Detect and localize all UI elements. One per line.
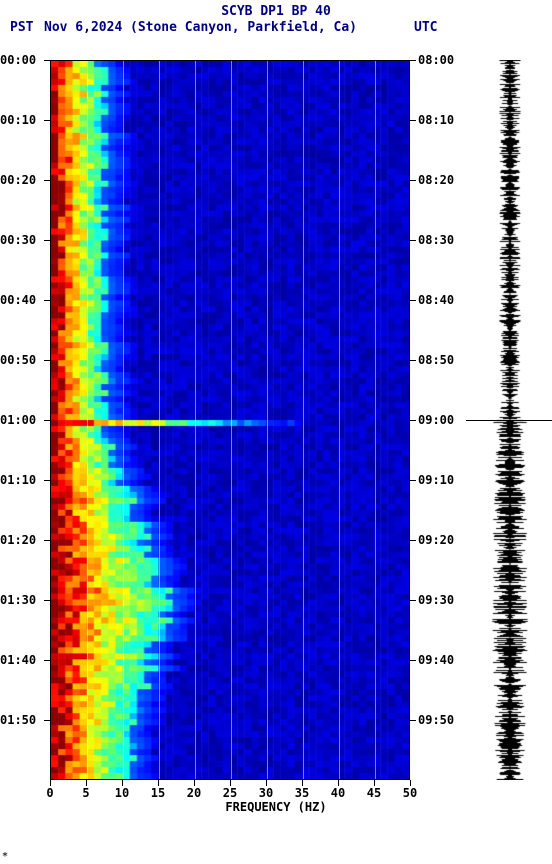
y-tick-mark [44, 120, 50, 121]
location-label: (Stone Canyon, Parkfield, Ca) [130, 20, 357, 35]
spectrogram-plot [50, 60, 410, 780]
x-tick-label: 5 [82, 786, 89, 800]
y-tick-mark [44, 60, 50, 61]
y-left-tick-label: 00:30 [0, 233, 36, 247]
x-axis-label: FREQUENCY (HZ) [0, 800, 552, 814]
y-tick-mark [44, 360, 50, 361]
y-right-tick-label: 08:30 [418, 233, 454, 247]
y-tick-mark [410, 180, 416, 181]
x-tick-label: 0 [46, 786, 53, 800]
waveform-event-marker [466, 420, 552, 421]
chart-title: SCYB DP1 BP 40 [0, 4, 552, 19]
y-left-tick-label: 00:40 [0, 293, 36, 307]
x-tick-label: 50 [403, 786, 417, 800]
y-tick-mark [44, 420, 50, 421]
y-left-tick-label: 00:20 [0, 173, 36, 187]
y-tick-mark [44, 540, 50, 541]
gridline [267, 61, 268, 779]
y-tick-mark [410, 600, 416, 601]
y-right-tick-label: 08:40 [418, 293, 454, 307]
y-tick-mark [410, 660, 416, 661]
y-left-tick-label: 01:50 [0, 713, 36, 727]
gridline [87, 61, 88, 779]
y-tick-mark [44, 300, 50, 301]
tz-right-label: UTC [414, 20, 437, 35]
x-tick-label: 45 [367, 786, 381, 800]
x-tick-label: 25 [223, 786, 237, 800]
y-tick-mark [44, 600, 50, 601]
x-tick-label: 35 [295, 786, 309, 800]
y-tick-mark [410, 240, 416, 241]
y-tick-mark [410, 720, 416, 721]
y-tick-mark [44, 240, 50, 241]
y-tick-mark [44, 480, 50, 481]
y-tick-mark [410, 60, 416, 61]
gridline [123, 61, 124, 779]
y-left-tick-label: 01:00 [0, 413, 36, 427]
y-tick-mark [44, 660, 50, 661]
y-right-tick-label: 08:10 [418, 113, 454, 127]
x-tick-label: 15 [151, 786, 165, 800]
footer-mark: * [2, 851, 8, 862]
y-tick-mark [410, 120, 416, 121]
gridline [339, 61, 340, 779]
y-right-tick-label: 09:50 [418, 713, 454, 727]
y-tick-mark [410, 300, 416, 301]
y-right-tick-label: 08:50 [418, 353, 454, 367]
y-tick-mark [410, 360, 416, 361]
x-tick-label: 10 [115, 786, 129, 800]
date-label: Nov 6,2024 [44, 20, 122, 35]
y-left-tick-label: 01:10 [0, 473, 36, 487]
spectrogram-canvas [51, 61, 409, 779]
gridline [303, 61, 304, 779]
y-left-tick-label: 00:00 [0, 53, 36, 67]
gridline [159, 61, 160, 779]
y-left-tick-label: 01:30 [0, 593, 36, 607]
gridline [195, 61, 196, 779]
y-right-tick-label: 09:00 [418, 413, 454, 427]
x-tick-label: 30 [259, 786, 273, 800]
y-right-tick-label: 09:30 [418, 593, 454, 607]
y-tick-mark [410, 540, 416, 541]
x-tick-label: 20 [187, 786, 201, 800]
tz-left-label: PST [10, 20, 33, 35]
y-tick-mark [44, 180, 50, 181]
y-tick-mark [44, 720, 50, 721]
y-left-tick-label: 00:50 [0, 353, 36, 367]
y-right-tick-label: 09:40 [418, 653, 454, 667]
y-tick-mark [410, 480, 416, 481]
y-right-tick-label: 09:20 [418, 533, 454, 547]
x-tick-label: 40 [331, 786, 345, 800]
y-right-tick-label: 08:00 [418, 53, 454, 67]
y-left-tick-label: 01:20 [0, 533, 36, 547]
gridline [375, 61, 376, 779]
y-right-tick-label: 09:10 [418, 473, 454, 487]
y-tick-mark [410, 420, 416, 421]
y-left-tick-label: 00:10 [0, 113, 36, 127]
y-right-tick-label: 08:20 [418, 173, 454, 187]
gridline [231, 61, 232, 779]
y-left-tick-label: 01:40 [0, 653, 36, 667]
